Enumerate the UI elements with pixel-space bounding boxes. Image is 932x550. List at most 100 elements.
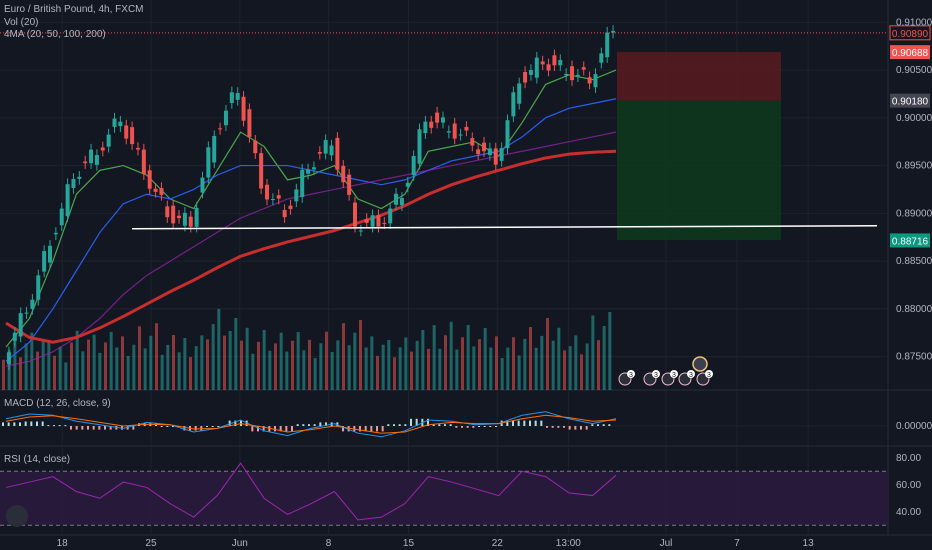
candle-body: [77, 176, 82, 179]
macd-histogram-bar: [404, 424, 407, 426]
macd-histogram-bar: [308, 424, 310, 426]
macd-histogram-bar: [506, 420, 509, 426]
candle-body: [83, 161, 88, 164]
volume-bar: [523, 338, 527, 390]
y-tick-label: 0.90000: [896, 113, 932, 124]
volume-bar: [24, 343, 28, 390]
candle-body: [200, 177, 205, 193]
macd-histogram-bar: [274, 426, 276, 432]
candle-body: [71, 178, 76, 189]
volume-bar: [483, 328, 487, 390]
candle-body: [30, 299, 35, 309]
volume-bar: [53, 355, 56, 390]
macd-histogram-bar: [296, 424, 299, 426]
candle-body: [329, 145, 334, 156]
volume-bar: [359, 320, 362, 390]
volume-bar: [200, 335, 204, 390]
volume-bar: [47, 340, 51, 390]
volume-bar: [466, 325, 470, 390]
macd-histogram-bar: [546, 426, 548, 428]
price-badge-label: 0.90890: [892, 29, 929, 40]
volume-bar: [308, 339, 311, 390]
volume-bar: [223, 335, 226, 390]
candle-body: [440, 117, 445, 123]
volume-bar: [104, 342, 107, 390]
x-tick-label: Jun: [232, 538, 248, 549]
candle-body: [382, 222, 387, 224]
macd-histogram-bar: [381, 426, 384, 432]
macd-signal-line: [5, 414, 617, 434]
volume-bar: [98, 352, 102, 390]
candle-body: [587, 77, 592, 84]
price-badge: [889, 25, 931, 41]
macd-histogram-bar: [529, 420, 531, 426]
price-badge-label: 0.90180: [892, 97, 929, 108]
candle-body: [12, 332, 17, 341]
macd-histogram-bar: [574, 426, 577, 430]
volume-bar: [415, 340, 419, 390]
macd-histogram-bar: [24, 421, 27, 426]
candle-body: [534, 57, 539, 78]
candle-body: [341, 165, 346, 183]
volume-bar: [166, 344, 170, 390]
candle-body: [575, 74, 580, 77]
x-tick-label: 13:00: [556, 538, 581, 549]
candle-body: [558, 60, 563, 66]
volume-bar: [585, 343, 589, 390]
candle-body: [206, 147, 211, 178]
macd-histogram-bar: [211, 426, 214, 427]
candle-body: [218, 128, 223, 130]
macd-histogram-bar: [228, 420, 231, 426]
volume-bar: [302, 350, 306, 390]
volume-bar: [557, 327, 561, 390]
volume-bar: [2, 359, 5, 390]
macd-histogram-bar: [489, 426, 492, 427]
macd-histogram-bar: [104, 426, 106, 430]
candle-body: [177, 215, 182, 219]
price-badge-label: 0.90688: [892, 48, 929, 59]
volume-bar: [330, 351, 334, 390]
volume-bar: [121, 336, 124, 390]
y-tick-label: 0.88500: [896, 256, 932, 267]
macd-histogram-bar: [30, 421, 33, 426]
volume-bar: [75, 330, 79, 390]
candle-body: [124, 125, 129, 139]
candle-body: [235, 92, 240, 100]
volume-bar: [274, 343, 277, 390]
volume-bar: [551, 340, 555, 390]
volume-bar: [228, 330, 232, 390]
candle-body: [452, 123, 457, 139]
macd-histogram-bar: [251, 426, 254, 432]
macd-histogram-bar: [427, 418, 429, 426]
candle-body: [505, 120, 510, 149]
candle-body: [36, 275, 41, 300]
volume-bar: [189, 357, 192, 390]
tradingview-logo-icon[interactable]: [6, 505, 28, 527]
candle-body: [528, 70, 533, 75]
macd-histogram-bar: [370, 426, 373, 432]
macd-histogram-bar: [7, 422, 10, 426]
macd-histogram-bar: [551, 426, 554, 428]
macd-histogram-bar: [262, 426, 265, 432]
volume-bar: [506, 347, 510, 390]
candle-body: [517, 83, 522, 104]
macd-histogram-bar: [432, 424, 435, 426]
candle-body: [270, 199, 275, 200]
volume-bar: [427, 348, 430, 390]
volume-bar: [262, 329, 266, 390]
volume-bar: [206, 339, 209, 390]
candle-body: [247, 109, 252, 137]
volume-bar: [449, 321, 453, 390]
candle-body: [159, 188, 164, 195]
candle-body: [470, 138, 475, 146]
event-marker-count: 3: [707, 372, 711, 379]
candle-body: [552, 55, 557, 66]
volume-bar: [478, 339, 481, 390]
ma-line-ma-20: [5, 69, 617, 348]
y-tick-label: 0.89000: [896, 208, 932, 219]
volume-bar: [234, 318, 238, 390]
volume-bar: [563, 350, 566, 390]
volume-bar: [149, 335, 153, 390]
